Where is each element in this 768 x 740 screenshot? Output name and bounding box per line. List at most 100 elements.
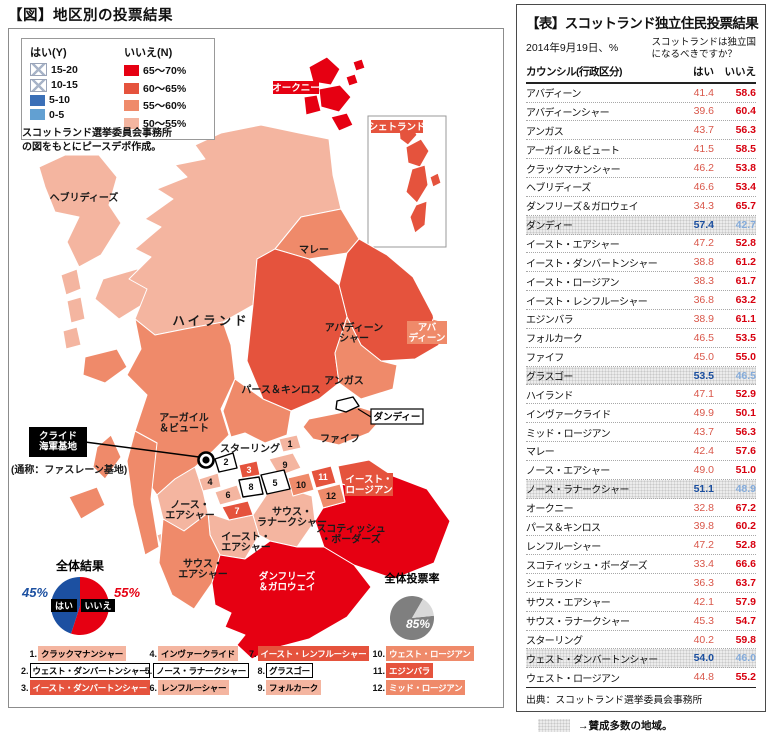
council-name: マレー [526, 447, 555, 459]
table-row: グラスゴー 53.5 46.5 [526, 366, 756, 386]
legend-label: 50～55% [143, 117, 187, 130]
no-value: 65.7 [735, 199, 756, 212]
map-district-number: 9 [282, 460, 287, 470]
table-row: ウェスト・ダンバートンシャー 54.0 46.0 [526, 649, 756, 669]
no-value: 57.9 [735, 595, 756, 608]
map-region-midlothian [316, 483, 346, 509]
yes-value: 43.7 [693, 124, 714, 137]
map-box-label-bg [407, 321, 447, 344]
council-table-body: アバディーン 41.4 58.6 アバディーンシャー 39.6 60.4 アンガス 43.7 5… [526, 84, 756, 686]
no-value: 63.2 [735, 294, 756, 307]
legend-swatch [30, 94, 45, 106]
table-subheader: 2014年9月19日、% スコットランドは独立国 になるべきですか？ [526, 37, 756, 62]
yes-value: 54.0 [693, 652, 714, 665]
map-region-shetland-4 [409, 200, 428, 234]
map-region-label: パース＆キンロス [241, 384, 320, 396]
number-key-index: 5. [144, 665, 153, 676]
yes-value: 42.1 [693, 595, 714, 608]
table-date-note: 2014年9月19日、% [526, 42, 619, 54]
table-row: イースト・エアシャー 47.2 52.8 [526, 235, 756, 254]
no-value: 46.0 [735, 652, 756, 665]
yes-value: 43.7 [693, 426, 714, 439]
naval-base-note: (通称：ファスレーン基地) [11, 463, 127, 476]
no-value: 56.3 [735, 124, 756, 137]
council-name: ハイランド [526, 390, 573, 402]
number-key-index: 11. [372, 665, 385, 676]
yes-value: 46.6 [693, 180, 714, 193]
yes-majority-swatch [538, 719, 570, 732]
col-header-yes: はい [693, 65, 714, 78]
map-box-label-bg [273, 81, 319, 94]
number-key-index: 8. [257, 665, 265, 676]
number-key-label: レンフルーシャー [158, 680, 230, 695]
yes-value: 36.3 [693, 576, 714, 589]
turnout-pie-rest-slice [412, 598, 434, 618]
council-name: エジンバラ [526, 315, 574, 327]
yes-value: 45.0 [693, 350, 714, 363]
yes-value: 47.1 [693, 388, 714, 401]
map-region-angus [334, 316, 398, 400]
council-name: グラスゴー [526, 372, 573, 383]
number-key-item: 3. イースト・ダンバートンシャー [21, 680, 150, 695]
no-value: 55.0 [735, 350, 756, 363]
legend-swatch [30, 78, 47, 92]
map-district-number: 1 [287, 439, 292, 449]
number-key-label: ノース・ラナークシャー [153, 663, 249, 678]
number-key-column: 7. イースト・レンフルーシャー 8. グラスゴー 9. フォルカーク [249, 646, 370, 695]
map-region-orkney-1 [308, 56, 341, 86]
yes-value: 40.2 [693, 633, 714, 646]
council-name: サウス・エアシャー [526, 598, 611, 610]
map-region-orkney-5 [352, 58, 366, 72]
map-region-shetland-3 [405, 164, 429, 204]
overall-yes-label: はい [55, 601, 73, 611]
map-district-number: 3 [246, 465, 251, 475]
yes-value: 45.3 [693, 614, 714, 627]
table-row: ノース・ラナークシャー 51.1 48.9 [526, 479, 756, 499]
legend-no-column: いいえ(N) 65～70% 60～65% 55～60% 50～55% [124, 44, 206, 133]
table-column-headers: カウンシル(行政区分) はい いいえ [526, 64, 756, 84]
legend-item-yes-0: 15-20 [30, 63, 112, 76]
overall-no-percent: 55% [114, 585, 140, 600]
legend-label: 5-10 [49, 94, 71, 106]
council-name: イースト・ダンバートンシャー [526, 258, 658, 270]
no-value: 48.9 [735, 482, 756, 495]
yes-value: 32.8 [693, 501, 714, 514]
turnout-value: 85% [406, 617, 430, 631]
yes-value: 38.3 [693, 275, 714, 288]
map-box-label-bg [247, 570, 327, 594]
yes-value: 41.4 [693, 86, 714, 99]
legend-no-title: いいえ(N) [124, 47, 173, 59]
table-row: シェトランド 36.3 63.7 [526, 574, 756, 593]
yes-value: 38.9 [693, 312, 714, 325]
number-key-item: 11. エジンバラ [369, 663, 499, 678]
number-key-item: 1. クラックマナンシャー [21, 646, 141, 661]
overall-yes-percent: 45% [21, 585, 48, 600]
number-key-label: インヴァークライド [158, 646, 238, 661]
turnout-title: 全体投票率 [384, 571, 440, 585]
naval-base-marker-dot [202, 456, 210, 464]
council-name: レンフルーシャー [526, 541, 601, 553]
yes-value: 53.5 [693, 369, 714, 382]
no-value: 63.7 [735, 576, 756, 589]
number-key-index: 7. [249, 648, 257, 659]
no-value: 46.5 [735, 369, 756, 382]
no-value: 67.2 [735, 501, 756, 514]
map-region-hebrides-2 [60, 268, 82, 296]
map-region-inverclyde [198, 472, 222, 492]
no-value: 56.3 [735, 426, 756, 439]
map-region-label: アーガイル＆ビュート [159, 411, 209, 435]
map-region-glasgow [238, 476, 264, 498]
map-district-number: 6 [225, 490, 230, 500]
table-question-note: スコットランドは独立国 になるべきですか？ [651, 37, 756, 61]
yes-value: 33.4 [693, 558, 714, 571]
legend-item-no-2: 55～60% [124, 98, 206, 113]
yes-value: 57.4 [693, 218, 714, 231]
table-row: インヴァークライド 49.9 50.1 [526, 404, 756, 424]
map-district-number: 2 [223, 457, 228, 467]
yes-value: 51.1 [693, 482, 714, 495]
overall-no-label-box [81, 599, 115, 612]
council-name: オークニー [526, 504, 574, 516]
map-box-label: イースト・ロージアン [345, 475, 392, 497]
legend-swatch [30, 109, 45, 120]
